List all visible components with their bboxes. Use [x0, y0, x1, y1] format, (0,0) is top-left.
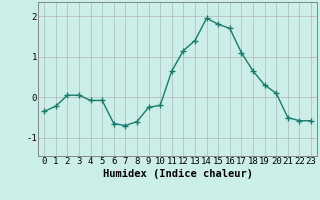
X-axis label: Humidex (Indice chaleur): Humidex (Indice chaleur) [103, 169, 252, 179]
